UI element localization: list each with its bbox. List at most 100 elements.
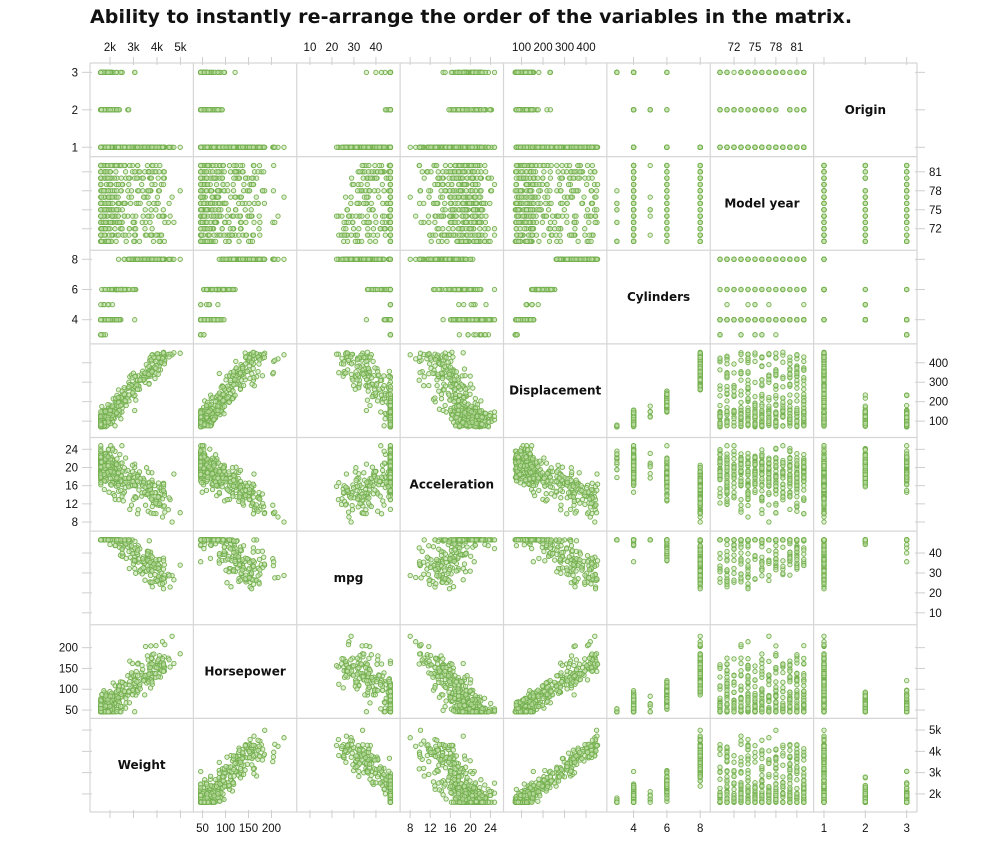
data-point	[106, 201, 110, 205]
data-point	[99, 201, 103, 205]
data-point	[531, 170, 535, 174]
data-point	[149, 176, 153, 180]
data-point	[365, 182, 369, 186]
data-point	[560, 201, 564, 205]
data-point	[461, 208, 465, 212]
data-point	[631, 108, 635, 112]
data-point	[408, 195, 412, 199]
data-point	[99, 233, 103, 237]
data-point	[252, 220, 256, 224]
data-point	[615, 220, 619, 224]
data-point	[258, 233, 262, 237]
data-point	[99, 70, 103, 74]
data-point	[374, 220, 378, 224]
data-point	[587, 233, 591, 237]
data-point	[542, 233, 546, 237]
data-point	[143, 170, 147, 174]
data-point	[272, 163, 276, 167]
data-point	[435, 182, 439, 186]
data-point	[443, 163, 447, 167]
data-point	[114, 70, 118, 74]
data-point	[127, 182, 131, 186]
data-point	[222, 233, 226, 237]
data-point	[540, 145, 544, 149]
data-point	[514, 182, 518, 186]
data-point	[442, 233, 446, 237]
data-point	[464, 214, 468, 218]
data-point	[434, 214, 438, 218]
data-point	[351, 182, 355, 186]
data-point	[555, 163, 559, 167]
data-point	[220, 176, 224, 180]
data-point	[247, 201, 251, 205]
data-point	[481, 108, 485, 112]
data-point	[429, 170, 433, 174]
data-point	[129, 195, 133, 199]
data-point	[549, 145, 553, 149]
matrix-cell-model-year-vs-mpg	[334, 163, 392, 243]
data-point	[362, 220, 366, 224]
data-point	[108, 220, 112, 224]
data-point	[461, 195, 465, 199]
data-point	[590, 201, 594, 205]
matrix-cell-origin-vs-acceleration	[408, 70, 497, 149]
data-point	[514, 163, 518, 167]
data-point	[595, 182, 599, 186]
data-point	[472, 170, 476, 174]
data-point	[388, 170, 392, 174]
data-point	[247, 189, 251, 193]
data-point	[204, 208, 208, 212]
data-point	[530, 163, 534, 167]
data-point	[458, 163, 462, 167]
data-point	[447, 176, 451, 180]
data-point	[441, 227, 445, 231]
data-point	[447, 227, 451, 231]
data-point	[119, 189, 123, 193]
data-point	[462, 182, 466, 186]
data-point	[226, 189, 230, 193]
data-point	[530, 108, 534, 112]
data-point	[388, 195, 392, 199]
data-point	[589, 214, 593, 218]
data-point	[532, 201, 536, 205]
data-point	[147, 189, 151, 193]
data-point	[209, 189, 213, 193]
data-point	[334, 145, 338, 149]
data-point	[440, 182, 444, 186]
data-point	[453, 163, 457, 167]
data-point	[436, 239, 440, 243]
data-point	[458, 70, 462, 74]
data-point	[99, 239, 103, 243]
data-point	[206, 163, 210, 167]
data-point	[590, 145, 594, 149]
data-point	[202, 70, 206, 74]
data-point	[388, 70, 392, 74]
data-point	[202, 214, 206, 218]
data-point	[170, 195, 174, 199]
data-point	[273, 220, 277, 224]
data-point	[216, 108, 220, 112]
data-point	[160, 145, 164, 149]
data-point	[788, 70, 792, 74]
data-point	[129, 189, 133, 193]
data-point	[382, 145, 386, 149]
data-point	[452, 195, 456, 199]
data-point	[213, 220, 217, 224]
data-point	[116, 182, 120, 186]
data-point	[537, 208, 541, 212]
data-point	[227, 220, 231, 224]
data-point	[522, 227, 526, 231]
data-point	[122, 145, 126, 149]
data-point	[482, 239, 486, 243]
data-point	[136, 145, 140, 149]
data-point	[615, 208, 619, 212]
data-point	[372, 189, 376, 193]
data-point	[262, 201, 266, 205]
data-point	[529, 208, 533, 212]
data-point	[518, 233, 522, 237]
data-point	[746, 145, 750, 149]
data-point	[433, 233, 437, 237]
data-point	[262, 170, 266, 174]
data-point	[388, 108, 392, 112]
data-point	[464, 189, 468, 193]
